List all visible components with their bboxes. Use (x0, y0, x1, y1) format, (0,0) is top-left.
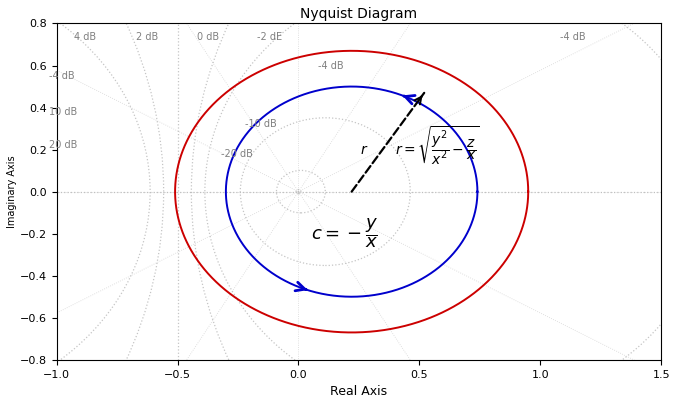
Y-axis label: Imaginary Axis: Imaginary Axis (7, 156, 17, 228)
Text: -4 dB: -4 dB (49, 71, 75, 81)
Text: 20 dB: 20 dB (49, 141, 78, 150)
Text: 2 dB: 2 dB (136, 32, 158, 42)
Text: 10 dB: 10 dB (49, 107, 78, 117)
Text: -4 dB: -4 dB (560, 32, 586, 42)
Text: -2 dE: -2 dE (257, 32, 282, 42)
X-axis label: Real Axis: Real Axis (330, 385, 387, 398)
Text: -4 dB: -4 dB (318, 60, 343, 70)
Text: $r$: $r$ (359, 143, 368, 157)
Text: $c = -\dfrac{y}{x}$: $c = -\dfrac{y}{x}$ (311, 217, 378, 251)
Text: -20 dB: -20 dB (221, 149, 253, 159)
Text: -10 dB: -10 dB (245, 119, 277, 129)
Text: 4 dB: 4 dB (74, 32, 95, 42)
Text: $r = \sqrt{\dfrac{y^2}{x^2} - \dfrac{z}{x}}$: $r = \sqrt{\dfrac{y^2}{x^2} - \dfrac{z}{… (395, 124, 480, 166)
Text: 0 dB: 0 dB (197, 32, 219, 42)
Title: Nyquist Diagram: Nyquist Diagram (301, 7, 418, 21)
